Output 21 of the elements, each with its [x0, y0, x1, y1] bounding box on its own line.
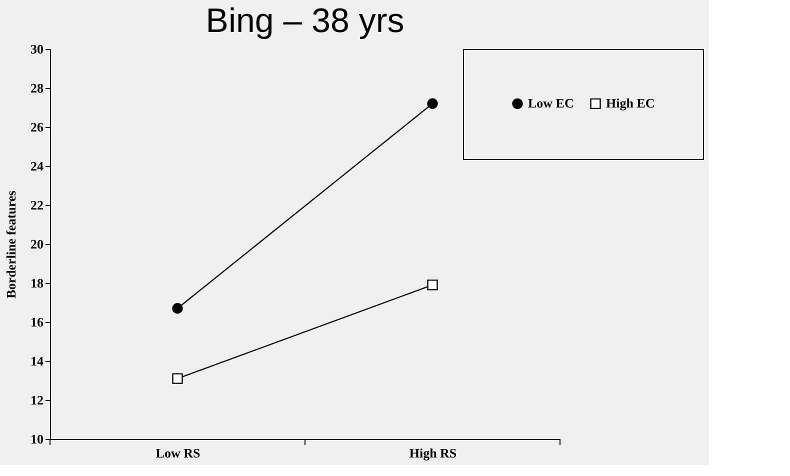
point — [427, 98, 438, 109]
point — [172, 303, 183, 314]
y-tick-label: 26 — [30, 120, 44, 134]
y-tick-label: 12 — [30, 392, 44, 408]
y-tick-label: 24 — [30, 158, 44, 174]
y-tick-label: 16 — [30, 314, 44, 330]
y-tick-label: 10 — [30, 432, 44, 446]
y-tick-label: 14 — [30, 354, 44, 368]
y-axis-title: Borderline features — [4, 190, 18, 298]
x-tick-label: High RS — [409, 446, 457, 460]
y-tick-label: 30 — [30, 42, 44, 56]
legend-label: Low EC — [528, 96, 574, 111]
point — [172, 373, 183, 384]
x-tick-label: Low RS — [156, 446, 200, 460]
y-tick-label: 20 — [30, 236, 44, 252]
y-tick-label: 28 — [30, 80, 44, 96]
y-tick-label: 22 — [30, 198, 44, 212]
point — [427, 280, 438, 290]
legend-label: High EC — [606, 96, 655, 111]
y-tick-label: 18 — [30, 276, 44, 290]
chart-title: Bing – 38 yrs — [206, 2, 404, 40]
